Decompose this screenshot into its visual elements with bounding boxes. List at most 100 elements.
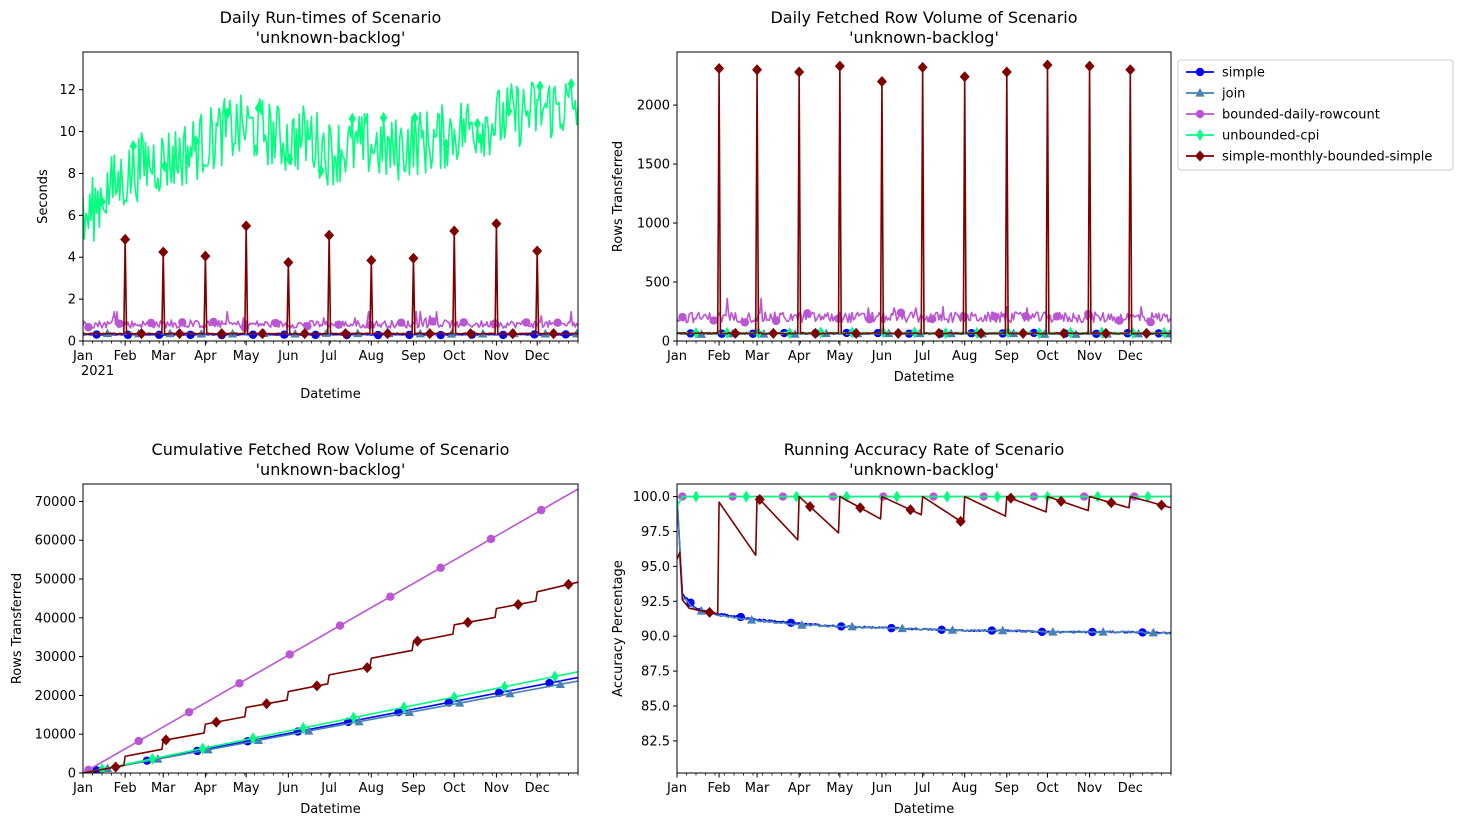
simple-monthly-bounded-simple-marker bbox=[424, 328, 435, 340]
y-tick-label: 60000 bbox=[35, 534, 76, 549]
unbounded-cpi-marker bbox=[249, 732, 257, 745]
y-tick-label: 12 bbox=[59, 83, 76, 98]
x-tick-label: Nov bbox=[484, 781, 510, 796]
x-tick-label: May bbox=[233, 349, 260, 364]
simple-monthly-bounded-simple-marker bbox=[851, 327, 862, 339]
y-tick-label: 8 bbox=[68, 167, 76, 182]
simple-monthly-bounded-simple-marker bbox=[1100, 327, 1111, 339]
simple-monthly-bounded-simple-marker bbox=[955, 515, 966, 527]
bounded-daily-rowcount-marker bbox=[459, 318, 468, 327]
bounded-daily-rowcount-marker bbox=[146, 318, 156, 328]
simple-monthly-bounded-simple-marker bbox=[513, 598, 524, 610]
x-tick-label: Jul bbox=[320, 349, 337, 364]
simple-marker bbox=[436, 330, 445, 340]
simple-monthly-bounded-simple-marker bbox=[959, 71, 970, 83]
bounded-daily-rowcount-marker bbox=[115, 319, 124, 328]
x-tick-label: Nov bbox=[1077, 349, 1103, 364]
y-tick-label: 87.5 bbox=[641, 665, 670, 680]
bounded-daily-rowcount-marker bbox=[486, 534, 496, 544]
simple-monthly-bounded-simple-marker bbox=[160, 734, 171, 746]
legend-marker bbox=[1195, 88, 1205, 97]
x-tick-label: Apr bbox=[788, 349, 811, 364]
unbounded-cpi-marker bbox=[442, 138, 450, 151]
series-line-join bbox=[677, 496, 1171, 635]
x-tick-label: Feb bbox=[114, 781, 137, 796]
y-axis-label: Accuracy Percentage bbox=[611, 560, 626, 697]
bounded-daily-rowcount-marker bbox=[1146, 318, 1155, 327]
simple-monthly-bounded-simple-marker bbox=[532, 245, 543, 257]
unbounded-cpi-marker bbox=[160, 159, 169, 172]
simple-monthly-bounded-simple-marker bbox=[976, 327, 986, 339]
series-markers-bounded-daily-rowcount bbox=[678, 308, 1155, 327]
simple-monthly-bounded-simple-marker bbox=[893, 327, 904, 339]
join-marker bbox=[253, 735, 264, 745]
join-marker bbox=[455, 698, 465, 707]
y-tick-label: 30000 bbox=[35, 650, 76, 665]
x-tick-label: Oct bbox=[443, 349, 465, 364]
simple-monthly-bounded-simple-marker bbox=[1001, 66, 1012, 78]
join-marker bbox=[555, 679, 565, 688]
x-tick-label: Oct bbox=[1036, 781, 1058, 796]
x-tick-label: 2021 bbox=[81, 364, 114, 379]
join-marker bbox=[897, 623, 907, 633]
x-axis-label: Datetime bbox=[300, 802, 360, 817]
simple-monthly-bounded-simple-marker bbox=[1058, 327, 1069, 339]
simple-monthly-bounded-simple-marker bbox=[754, 493, 765, 505]
join-marker bbox=[1098, 626, 1108, 636]
simple-monthly-bounded-simple-marker bbox=[465, 328, 476, 340]
y-tick-label: 1000 bbox=[637, 217, 670, 232]
bounded-daily-rowcount-marker bbox=[235, 679, 244, 688]
simple-monthly-bounded-simple-marker bbox=[730, 327, 741, 339]
legend-label: simple bbox=[1222, 66, 1265, 81]
simple-monthly-bounded-simple-marker bbox=[1141, 327, 1152, 339]
bounded-daily-rowcount-marker bbox=[522, 318, 531, 327]
chart-cumulative-rows: 0 10000 20000 30000 40000 50000 60000 70000 Jan F… bbox=[10, 440, 579, 817]
y-tick-label: 50000 bbox=[35, 573, 76, 588]
simple-monthly-bounded-simple-marker bbox=[933, 327, 944, 339]
x-tick-label: Aug bbox=[359, 781, 384, 796]
bounded-daily-rowcount-marker bbox=[84, 323, 93, 332]
series-line-simple-monthly-bounded-simple bbox=[677, 64, 1171, 335]
series-line-simple-monthly-bounded-simple bbox=[83, 222, 578, 336]
simple-monthly-bounded-simple-marker bbox=[412, 635, 423, 647]
x-tick-label: Feb bbox=[114, 349, 137, 364]
unbounded-cpi-marker bbox=[817, 326, 825, 339]
bounded-daily-rowcount-marker bbox=[1021, 312, 1030, 321]
y-tick-label: 0 bbox=[68, 335, 76, 350]
simple-monthly-bounded-simple-marker bbox=[794, 66, 805, 78]
bounded-daily-rowcount-marker bbox=[271, 319, 281, 328]
unbounded-cpi-marker bbox=[692, 490, 700, 503]
x-tick-label: Jan bbox=[72, 781, 93, 796]
join-marker bbox=[203, 744, 213, 754]
unbounded-cpi-marker bbox=[379, 111, 388, 124]
simple-monthly-bounded-simple-marker bbox=[805, 501, 815, 513]
simple-monthly-bounded-simple-marker bbox=[299, 328, 310, 340]
legend-label: bounded-daily-rowcount bbox=[1222, 108, 1380, 123]
simple-monthly-bounded-simple-marker bbox=[283, 256, 294, 268]
y-tick-label: 90.0 bbox=[641, 630, 670, 645]
chart-title: 'unknown-backlog' bbox=[849, 460, 999, 479]
simple-monthly-bounded-simple-marker bbox=[855, 502, 866, 514]
x-tick-label: Sep bbox=[995, 781, 1020, 796]
unbounded-cpi-marker bbox=[98, 195, 106, 208]
join-marker bbox=[1148, 627, 1158, 637]
simple-monthly-bounded-simple-marker bbox=[1018, 327, 1029, 339]
unbounded-cpi-marker bbox=[223, 107, 231, 120]
y-tick-label: 6 bbox=[68, 209, 76, 224]
y-tick-label: 2 bbox=[68, 293, 76, 308]
bounded-daily-rowcount-marker bbox=[285, 650, 294, 659]
simple-monthly-bounded-simple-marker bbox=[340, 328, 351, 340]
simple-monthly-bounded-simple-marker bbox=[1156, 499, 1167, 511]
x-tick-label: Nov bbox=[1077, 781, 1103, 796]
y-tick-label: 40000 bbox=[35, 611, 76, 626]
series-markers-unbounded-cpi bbox=[692, 490, 1152, 503]
series-markers-simple-monthly-bounded-simple bbox=[110, 578, 574, 773]
unbounded-cpi-marker bbox=[843, 490, 851, 503]
chart-title: Daily Run-times of Scenario bbox=[220, 8, 442, 27]
unbounded-cpi-marker bbox=[893, 490, 901, 503]
x-tick-label: Mar bbox=[151, 781, 176, 796]
y-axis-label: Rows Transferred bbox=[10, 573, 25, 684]
bounded-daily-rowcount-marker bbox=[553, 318, 562, 327]
simple-monthly-bounded-simple-marker bbox=[408, 252, 419, 264]
